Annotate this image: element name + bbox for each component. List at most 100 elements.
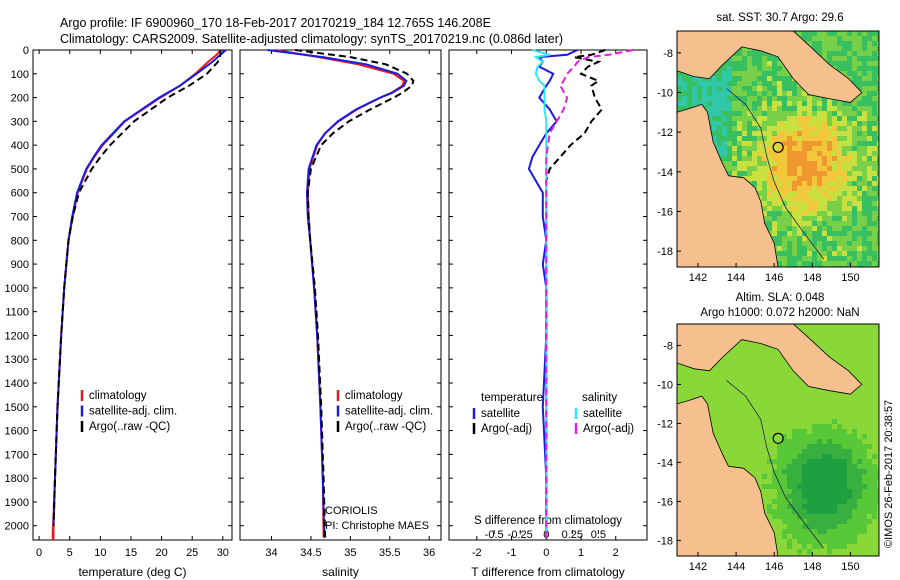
- map-cell: [862, 359, 868, 365]
- map-cell: [727, 71, 733, 77]
- map-cell: [762, 86, 768, 92]
- map-cell: [732, 409, 738, 415]
- map-cell: [757, 429, 763, 435]
- map-cell: [812, 206, 818, 212]
- map-cell: [792, 191, 798, 197]
- map-cell: [867, 31, 873, 37]
- legend-label: satellite-adj. clim.: [345, 406, 433, 418]
- map-cell: [807, 36, 813, 42]
- map-cell: [857, 246, 863, 252]
- map-cell: [872, 156, 878, 162]
- map-cell: [767, 364, 773, 370]
- map-cell: [777, 514, 783, 520]
- map-cell: [842, 221, 848, 227]
- map-cell: [837, 469, 843, 475]
- map-cell: [867, 394, 873, 400]
- map-cell: [847, 46, 853, 52]
- map-cell: [867, 414, 873, 420]
- map-cell: [842, 459, 848, 465]
- map-cell: [842, 56, 848, 62]
- map-cell: [812, 251, 818, 257]
- legend-header: salinity: [582, 392, 617, 404]
- map-cell: [747, 61, 753, 67]
- map-cell: [827, 349, 833, 355]
- land-new-guinea: [677, 324, 863, 395]
- map-frame: [676, 30, 880, 268]
- map-cell: [712, 374, 718, 380]
- map-cell: [757, 106, 763, 112]
- map-cell: [732, 126, 738, 132]
- map-cell: [872, 181, 878, 187]
- map-cell: [837, 41, 843, 47]
- map-cell: [802, 549, 808, 555]
- map-cell: [847, 196, 853, 202]
- map-cell: [717, 106, 723, 112]
- map-cell: [822, 31, 828, 37]
- map-cell: [832, 261, 838, 267]
- map-cell: [847, 404, 853, 410]
- map-cell: [807, 141, 813, 147]
- map-cell: [827, 146, 833, 152]
- map-cell: [717, 126, 723, 132]
- map-cell: [842, 126, 848, 132]
- map-cell: [712, 419, 718, 425]
- map-cell: [847, 329, 853, 335]
- map-cell: [767, 374, 773, 380]
- map-cell: [822, 469, 828, 475]
- map-cell: [802, 494, 808, 500]
- map-cell: [772, 136, 778, 142]
- map-cell: [842, 399, 848, 405]
- map-cell: [862, 161, 868, 167]
- map-cell: [722, 369, 728, 375]
- y-tick-label: 1200: [5, 330, 29, 342]
- map-cell: [797, 519, 803, 525]
- map-cell: [782, 364, 788, 370]
- map-cell: [752, 454, 758, 460]
- map-cell: [717, 429, 723, 435]
- map-cell: [677, 76, 683, 82]
- map-cell: [832, 61, 838, 67]
- map-cell: [862, 141, 868, 147]
- map-cell: [852, 221, 858, 227]
- map-cell: [767, 349, 773, 355]
- map-cell: [867, 424, 873, 430]
- map-cell: [747, 349, 753, 355]
- map-cell: [827, 354, 833, 360]
- map-cell: [812, 196, 818, 202]
- map-cell: [802, 384, 808, 390]
- map-cell: [867, 76, 873, 82]
- map-cell: [837, 399, 843, 405]
- map-cell: [852, 329, 858, 335]
- map-cell: [742, 66, 748, 72]
- map-cell: [842, 404, 848, 410]
- map-cell: [787, 424, 793, 430]
- map-cell: [722, 161, 728, 167]
- map-cell: [782, 554, 788, 556]
- map-cell: [802, 419, 808, 425]
- map-cell: [862, 186, 868, 192]
- map-cell: [742, 449, 748, 455]
- map-cell: [817, 329, 823, 335]
- map-cell: [862, 231, 868, 237]
- map-cell: [727, 404, 733, 410]
- map-cell: [777, 176, 783, 182]
- map-cell: [817, 31, 823, 37]
- map-cell: [837, 156, 843, 162]
- map-cell: [787, 494, 793, 500]
- map-cell: [777, 394, 783, 400]
- map-cell: [817, 256, 823, 262]
- map-cell: [747, 151, 753, 157]
- map-cell: [687, 369, 693, 375]
- map-cell: [857, 76, 863, 82]
- map-cell: [677, 91, 683, 97]
- map-cell: [772, 101, 778, 107]
- map-cell: [777, 354, 783, 360]
- map-cell: [767, 211, 773, 217]
- map-cell: [867, 339, 873, 345]
- map-cell: [752, 464, 758, 470]
- map-cell: [777, 534, 783, 540]
- map-cell: [872, 231, 878, 237]
- map-cell: [722, 454, 728, 460]
- map-cell: [847, 479, 853, 485]
- map-cell: [752, 349, 758, 355]
